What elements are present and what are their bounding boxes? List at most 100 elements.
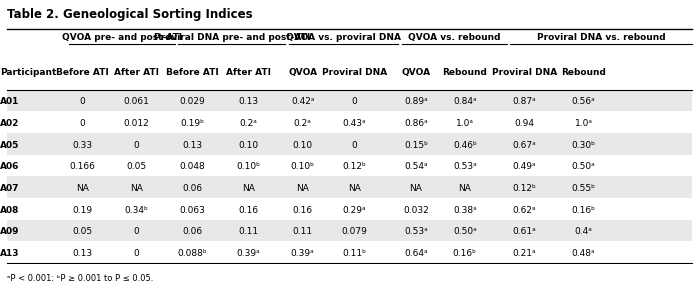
Text: 0.4ᵃ: 0.4ᵃ (575, 227, 593, 236)
Text: Table 2. Geneological Sorting Indices: Table 2. Geneological Sorting Indices (7, 8, 252, 21)
FancyBboxPatch shape (7, 220, 692, 241)
Text: QVOA: QVOA (401, 68, 431, 77)
Text: 0.029: 0.029 (180, 97, 205, 106)
Text: A07: A07 (0, 184, 20, 193)
Text: 0.38ᵃ: 0.38ᵃ (453, 206, 477, 215)
Text: Proviral DNA: Proviral DNA (322, 68, 387, 77)
Text: 0.11: 0.11 (293, 227, 312, 236)
Text: Rebound: Rebound (561, 68, 606, 77)
Text: 1.0ᵃ: 1.0ᵃ (456, 119, 474, 128)
Text: NA: NA (410, 184, 422, 193)
Text: 0.12ᵇ: 0.12ᵇ (343, 162, 366, 171)
Text: A08: A08 (0, 206, 20, 215)
Text: 0: 0 (352, 140, 357, 149)
Text: 0.19ᵇ: 0.19ᵇ (180, 119, 204, 128)
Text: 0.10: 0.10 (238, 140, 258, 149)
Text: 0.53ᵃ: 0.53ᵃ (404, 227, 428, 236)
Text: NA: NA (76, 184, 89, 193)
Text: 0.84ᵃ: 0.84ᵃ (453, 97, 477, 106)
Text: 0.061: 0.061 (123, 97, 150, 106)
Text: QVOA vs. rebound: QVOA vs. rebound (408, 33, 500, 42)
Text: 0: 0 (80, 119, 85, 128)
Text: 0.29ᵃ: 0.29ᵃ (343, 206, 366, 215)
Text: 0.166: 0.166 (69, 162, 96, 171)
Text: QVOA vs. proviral DNA: QVOA vs. proviral DNA (286, 33, 401, 42)
Text: 0.39ᵃ: 0.39ᵃ (236, 249, 260, 258)
Text: NA: NA (242, 184, 254, 193)
Text: 0.06: 0.06 (182, 227, 202, 236)
Text: 0.49ᵃ: 0.49ᵃ (512, 162, 536, 171)
Text: 0.10ᵇ: 0.10ᵇ (236, 162, 260, 171)
Text: 0.2ᵃ: 0.2ᵃ (239, 119, 257, 128)
Text: A13: A13 (0, 249, 20, 258)
Text: 0.16ᵇ: 0.16ᵇ (572, 206, 596, 215)
Text: 0.11ᵇ: 0.11ᵇ (343, 249, 366, 258)
Text: 0.30ᵇ: 0.30ᵇ (572, 140, 596, 149)
Text: 0: 0 (352, 97, 357, 106)
Text: 1.0ᵃ: 1.0ᵃ (575, 119, 593, 128)
Text: Proviral DNA: Proviral DNA (491, 68, 557, 77)
Text: After ATI: After ATI (114, 68, 159, 77)
Text: A01: A01 (0, 97, 20, 106)
Text: 0.53ᵃ: 0.53ᵃ (453, 162, 477, 171)
Text: 0.13: 0.13 (238, 97, 258, 106)
Text: 0.42ᵃ: 0.42ᵃ (291, 97, 315, 106)
Text: 0.19: 0.19 (73, 206, 92, 215)
Text: 0.50ᵃ: 0.50ᵃ (453, 227, 477, 236)
Text: A02: A02 (0, 119, 20, 128)
Text: 0.61ᵃ: 0.61ᵃ (512, 227, 536, 236)
FancyBboxPatch shape (7, 176, 692, 198)
Text: 0.048: 0.048 (180, 162, 205, 171)
Text: 0.87ᵃ: 0.87ᵃ (512, 97, 536, 106)
Text: 0.46ᵇ: 0.46ᵇ (453, 140, 477, 149)
Text: A06: A06 (0, 162, 20, 171)
Text: 0.43ᵃ: 0.43ᵃ (343, 119, 366, 128)
Text: 0.11: 0.11 (238, 227, 258, 236)
Text: 0.063: 0.063 (179, 206, 206, 215)
Text: 0.21ᵃ: 0.21ᵃ (512, 249, 536, 258)
Text: 0: 0 (134, 249, 139, 258)
Text: 0.86ᵃ: 0.86ᵃ (404, 119, 428, 128)
Text: NA: NA (296, 184, 309, 193)
Text: Rebound: Rebound (442, 68, 487, 77)
Text: 0.16: 0.16 (238, 206, 258, 215)
Text: 0.079: 0.079 (341, 227, 368, 236)
Text: QVOA pre- and post-ATI: QVOA pre- and post-ATI (62, 33, 182, 42)
FancyBboxPatch shape (7, 90, 692, 112)
Text: 0: 0 (134, 140, 139, 149)
Text: 0.2ᵃ: 0.2ᵃ (294, 119, 312, 128)
Text: 0.13: 0.13 (182, 140, 202, 149)
Text: 0.032: 0.032 (403, 206, 428, 215)
Text: After ATI: After ATI (226, 68, 271, 77)
Text: 0.16ᵇ: 0.16ᵇ (453, 249, 477, 258)
Text: NA: NA (130, 184, 143, 193)
Text: 0.33: 0.33 (73, 140, 92, 149)
Text: 0.06: 0.06 (182, 184, 202, 193)
Text: 0.54ᵃ: 0.54ᵃ (404, 162, 428, 171)
Text: 0.39ᵃ: 0.39ᵃ (291, 249, 315, 258)
Text: Participant: Participant (0, 68, 57, 77)
Text: A09: A09 (0, 227, 20, 236)
Text: 0.012: 0.012 (124, 119, 149, 128)
Text: ᵃP < 0.001; ᵇP ≥ 0.001 to P ≤ 0.05.: ᵃP < 0.001; ᵇP ≥ 0.001 to P ≤ 0.05. (7, 274, 153, 281)
Text: 0.48ᵃ: 0.48ᵃ (572, 249, 596, 258)
Text: 0.12ᵇ: 0.12ᵇ (512, 184, 536, 193)
Text: 0.67ᵃ: 0.67ᵃ (512, 140, 536, 149)
Text: Before ATI: Before ATI (166, 68, 219, 77)
Text: 0.088ᵇ: 0.088ᵇ (178, 249, 207, 258)
Text: 0.94: 0.94 (514, 119, 534, 128)
Text: 0.62ᵃ: 0.62ᵃ (512, 206, 536, 215)
Text: 0: 0 (80, 97, 85, 106)
Text: 0.56ᵃ: 0.56ᵃ (572, 97, 596, 106)
Text: 0.10: 0.10 (293, 140, 312, 149)
Text: A05: A05 (0, 140, 20, 149)
Text: 0.55ᵇ: 0.55ᵇ (572, 184, 596, 193)
Text: 0: 0 (134, 227, 139, 236)
Text: 0.13: 0.13 (73, 249, 92, 258)
Text: 0.89ᵃ: 0.89ᵃ (404, 97, 428, 106)
Text: Proviral DNA vs. rebound: Proviral DNA vs. rebound (537, 33, 665, 42)
Text: 0.05: 0.05 (127, 162, 146, 171)
Text: 0.34ᵇ: 0.34ᵇ (124, 206, 148, 215)
Text: 0.16: 0.16 (293, 206, 312, 215)
FancyBboxPatch shape (7, 133, 692, 155)
